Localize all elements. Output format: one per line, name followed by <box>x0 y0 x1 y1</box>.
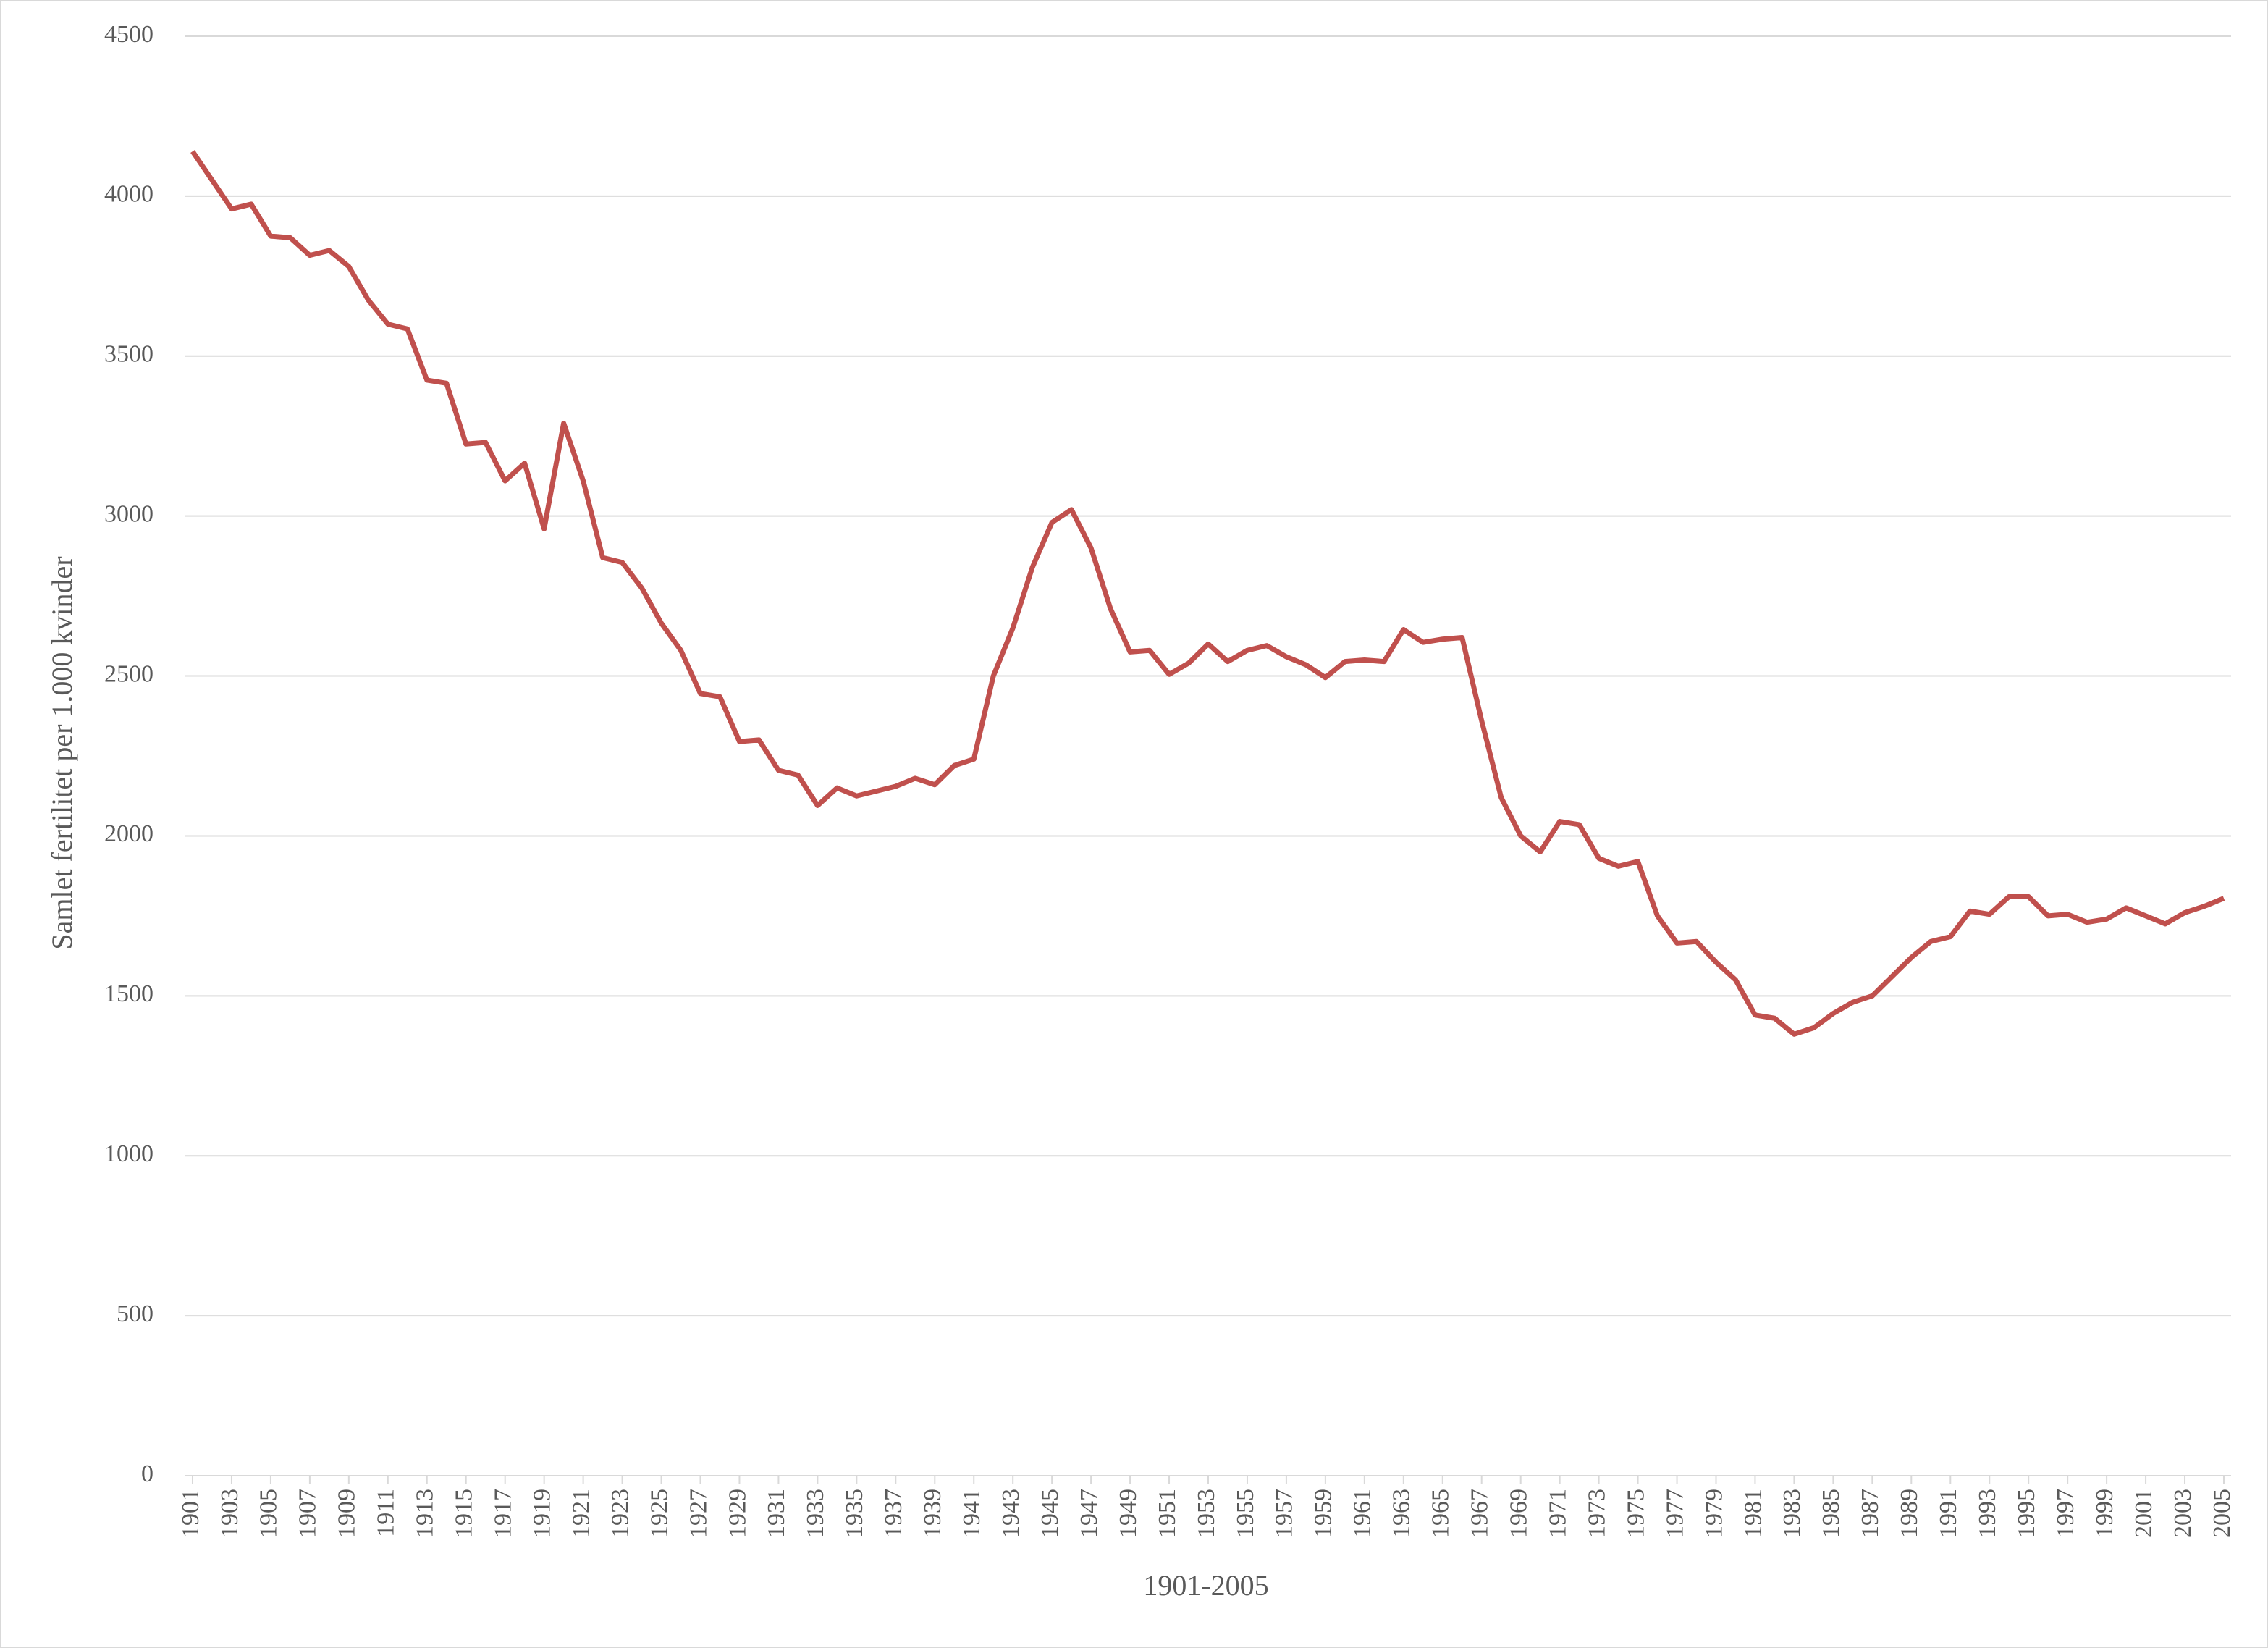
x-tick-label: 1953 <box>1193 1489 1220 1538</box>
x-tick-label: 2001 <box>2130 1489 2157 1538</box>
x-tick-label: 1913 <box>412 1489 439 1538</box>
x-tick-label: 1937 <box>880 1489 907 1538</box>
x-tick-label: 2005 <box>2209 1489 2235 1538</box>
x-tick-label: 1921 <box>568 1489 594 1538</box>
x-tick-label: 1955 <box>1232 1489 1259 1538</box>
y-tick-label: 1500 <box>104 980 153 1007</box>
x-tick-label: 1973 <box>1583 1489 1610 1538</box>
y-tick-label: 3000 <box>104 500 153 527</box>
x-tick-label: 1929 <box>724 1489 751 1538</box>
y-tick-label: 1000 <box>104 1140 153 1167</box>
x-tick-label: 1967 <box>1467 1489 1493 1538</box>
x-tick-label: 1959 <box>1310 1489 1337 1538</box>
x-tick-label: 1915 <box>451 1489 478 1538</box>
x-tick-label: 1997 <box>2052 1489 2079 1538</box>
data-line <box>190 150 2225 1037</box>
x-tick-label: 1933 <box>802 1489 829 1538</box>
x-tick-label: 1993 <box>1974 1489 2001 1538</box>
x-tick-label: 1947 <box>1076 1489 1103 1538</box>
x-tick-label: 1905 <box>256 1489 282 1538</box>
x-tick-label: 1941 <box>958 1489 985 1538</box>
x-tick-label: 1911 <box>373 1489 400 1537</box>
x-tick-label: 1977 <box>1661 1489 1688 1538</box>
x-tick-label: 1963 <box>1388 1489 1415 1538</box>
x-tick-label: 1985 <box>1818 1489 1845 1538</box>
x-tick-label: 1943 <box>998 1489 1024 1538</box>
x-tick-label: 1991 <box>1935 1489 1962 1538</box>
x-tick-label: 1987 <box>1857 1489 1884 1538</box>
x-tick-label: 1925 <box>646 1489 673 1538</box>
x-tick-label: 1907 <box>295 1489 321 1538</box>
y-tick-label: 2500 <box>104 660 153 687</box>
x-tick-label: 1999 <box>2091 1489 2118 1538</box>
x-tick-label: 2003 <box>2170 1489 2196 1538</box>
x-tick-label: 1989 <box>1896 1489 1923 1538</box>
x-tick-label: 1923 <box>607 1489 633 1538</box>
y-axis-title: Samlet fertilitet per 1.000 kvinder <box>46 556 78 949</box>
x-tick-label: 1927 <box>685 1489 712 1538</box>
x-tick-label: 1945 <box>1037 1489 1063 1538</box>
x-tick-label: 1957 <box>1271 1489 1298 1538</box>
x-tick-label: 1995 <box>2013 1489 2040 1538</box>
x-tick-label: 1909 <box>334 1489 361 1538</box>
y-tick-label: 0 <box>141 1460 153 1487</box>
x-tick-label: 1935 <box>841 1489 868 1538</box>
x-tick-label: 1917 <box>489 1489 516 1538</box>
y-tick-label: 2000 <box>104 820 153 847</box>
x-tick-label: 1901 <box>177 1489 204 1538</box>
y-tick-label: 4500 <box>104 21 153 48</box>
x-tick-label: 1965 <box>1428 1489 1454 1538</box>
y-tick-label: 3500 <box>104 341 153 368</box>
x-tick-label: 1983 <box>1779 1489 1805 1538</box>
x-tick-label: 1975 <box>1622 1489 1649 1538</box>
x-tick-label: 1919 <box>528 1489 555 1538</box>
x-tick-label: 1949 <box>1115 1489 1142 1538</box>
x-tick-label: 1951 <box>1154 1489 1181 1538</box>
x-axis-title: 1901-2005 <box>1143 1569 1268 1602</box>
x-tick-label: 1939 <box>919 1489 946 1538</box>
x-tick-label: 1903 <box>216 1489 243 1538</box>
y-tick-label: 4000 <box>104 181 153 208</box>
x-tick-label: 1931 <box>763 1489 790 1538</box>
y-tick-label: 500 <box>117 1300 153 1327</box>
x-tick-label: 1979 <box>1700 1489 1727 1538</box>
x-tick-label: 1969 <box>1505 1489 1532 1538</box>
x-tick-label: 1961 <box>1349 1489 1376 1538</box>
x-tick-label: 1981 <box>1740 1489 1766 1538</box>
x-tick-label: 1971 <box>1544 1489 1571 1538</box>
